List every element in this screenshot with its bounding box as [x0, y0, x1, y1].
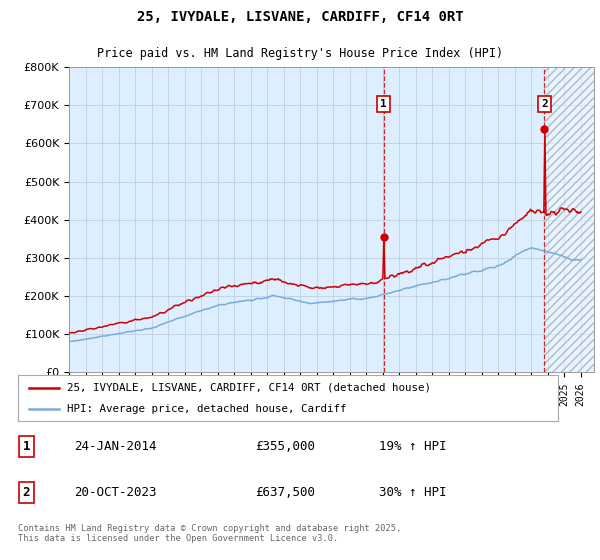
Text: 25, IVYDALE, LISVANE, CARDIFF, CF14 0RT (detached house): 25, IVYDALE, LISVANE, CARDIFF, CF14 0RT … [67, 382, 431, 393]
Text: 20-OCT-2023: 20-OCT-2023 [74, 486, 157, 499]
Text: 19% ↑ HPI: 19% ↑ HPI [379, 440, 446, 453]
Text: 24-JAN-2014: 24-JAN-2014 [74, 440, 157, 453]
Text: 30% ↑ HPI: 30% ↑ HPI [379, 486, 446, 499]
Text: Contains HM Land Registry data © Crown copyright and database right 2025.
This d: Contains HM Land Registry data © Crown c… [18, 524, 401, 543]
Text: 1: 1 [23, 440, 30, 453]
Text: £637,500: £637,500 [255, 486, 315, 499]
Text: HPI: Average price, detached house, Cardiff: HPI: Average price, detached house, Card… [67, 404, 346, 414]
Text: 1: 1 [380, 99, 387, 109]
Text: 25, IVYDALE, LISVANE, CARDIFF, CF14 0RT: 25, IVYDALE, LISVANE, CARDIFF, CF14 0RT [137, 10, 463, 24]
Bar [544, 67, 598, 372]
Text: Price paid vs. HM Land Registry's House Price Index (HPI): Price paid vs. HM Land Registry's House … [97, 47, 503, 60]
Text: £355,000: £355,000 [255, 440, 315, 453]
Text: 2: 2 [23, 486, 30, 499]
Text: 2: 2 [541, 99, 548, 109]
